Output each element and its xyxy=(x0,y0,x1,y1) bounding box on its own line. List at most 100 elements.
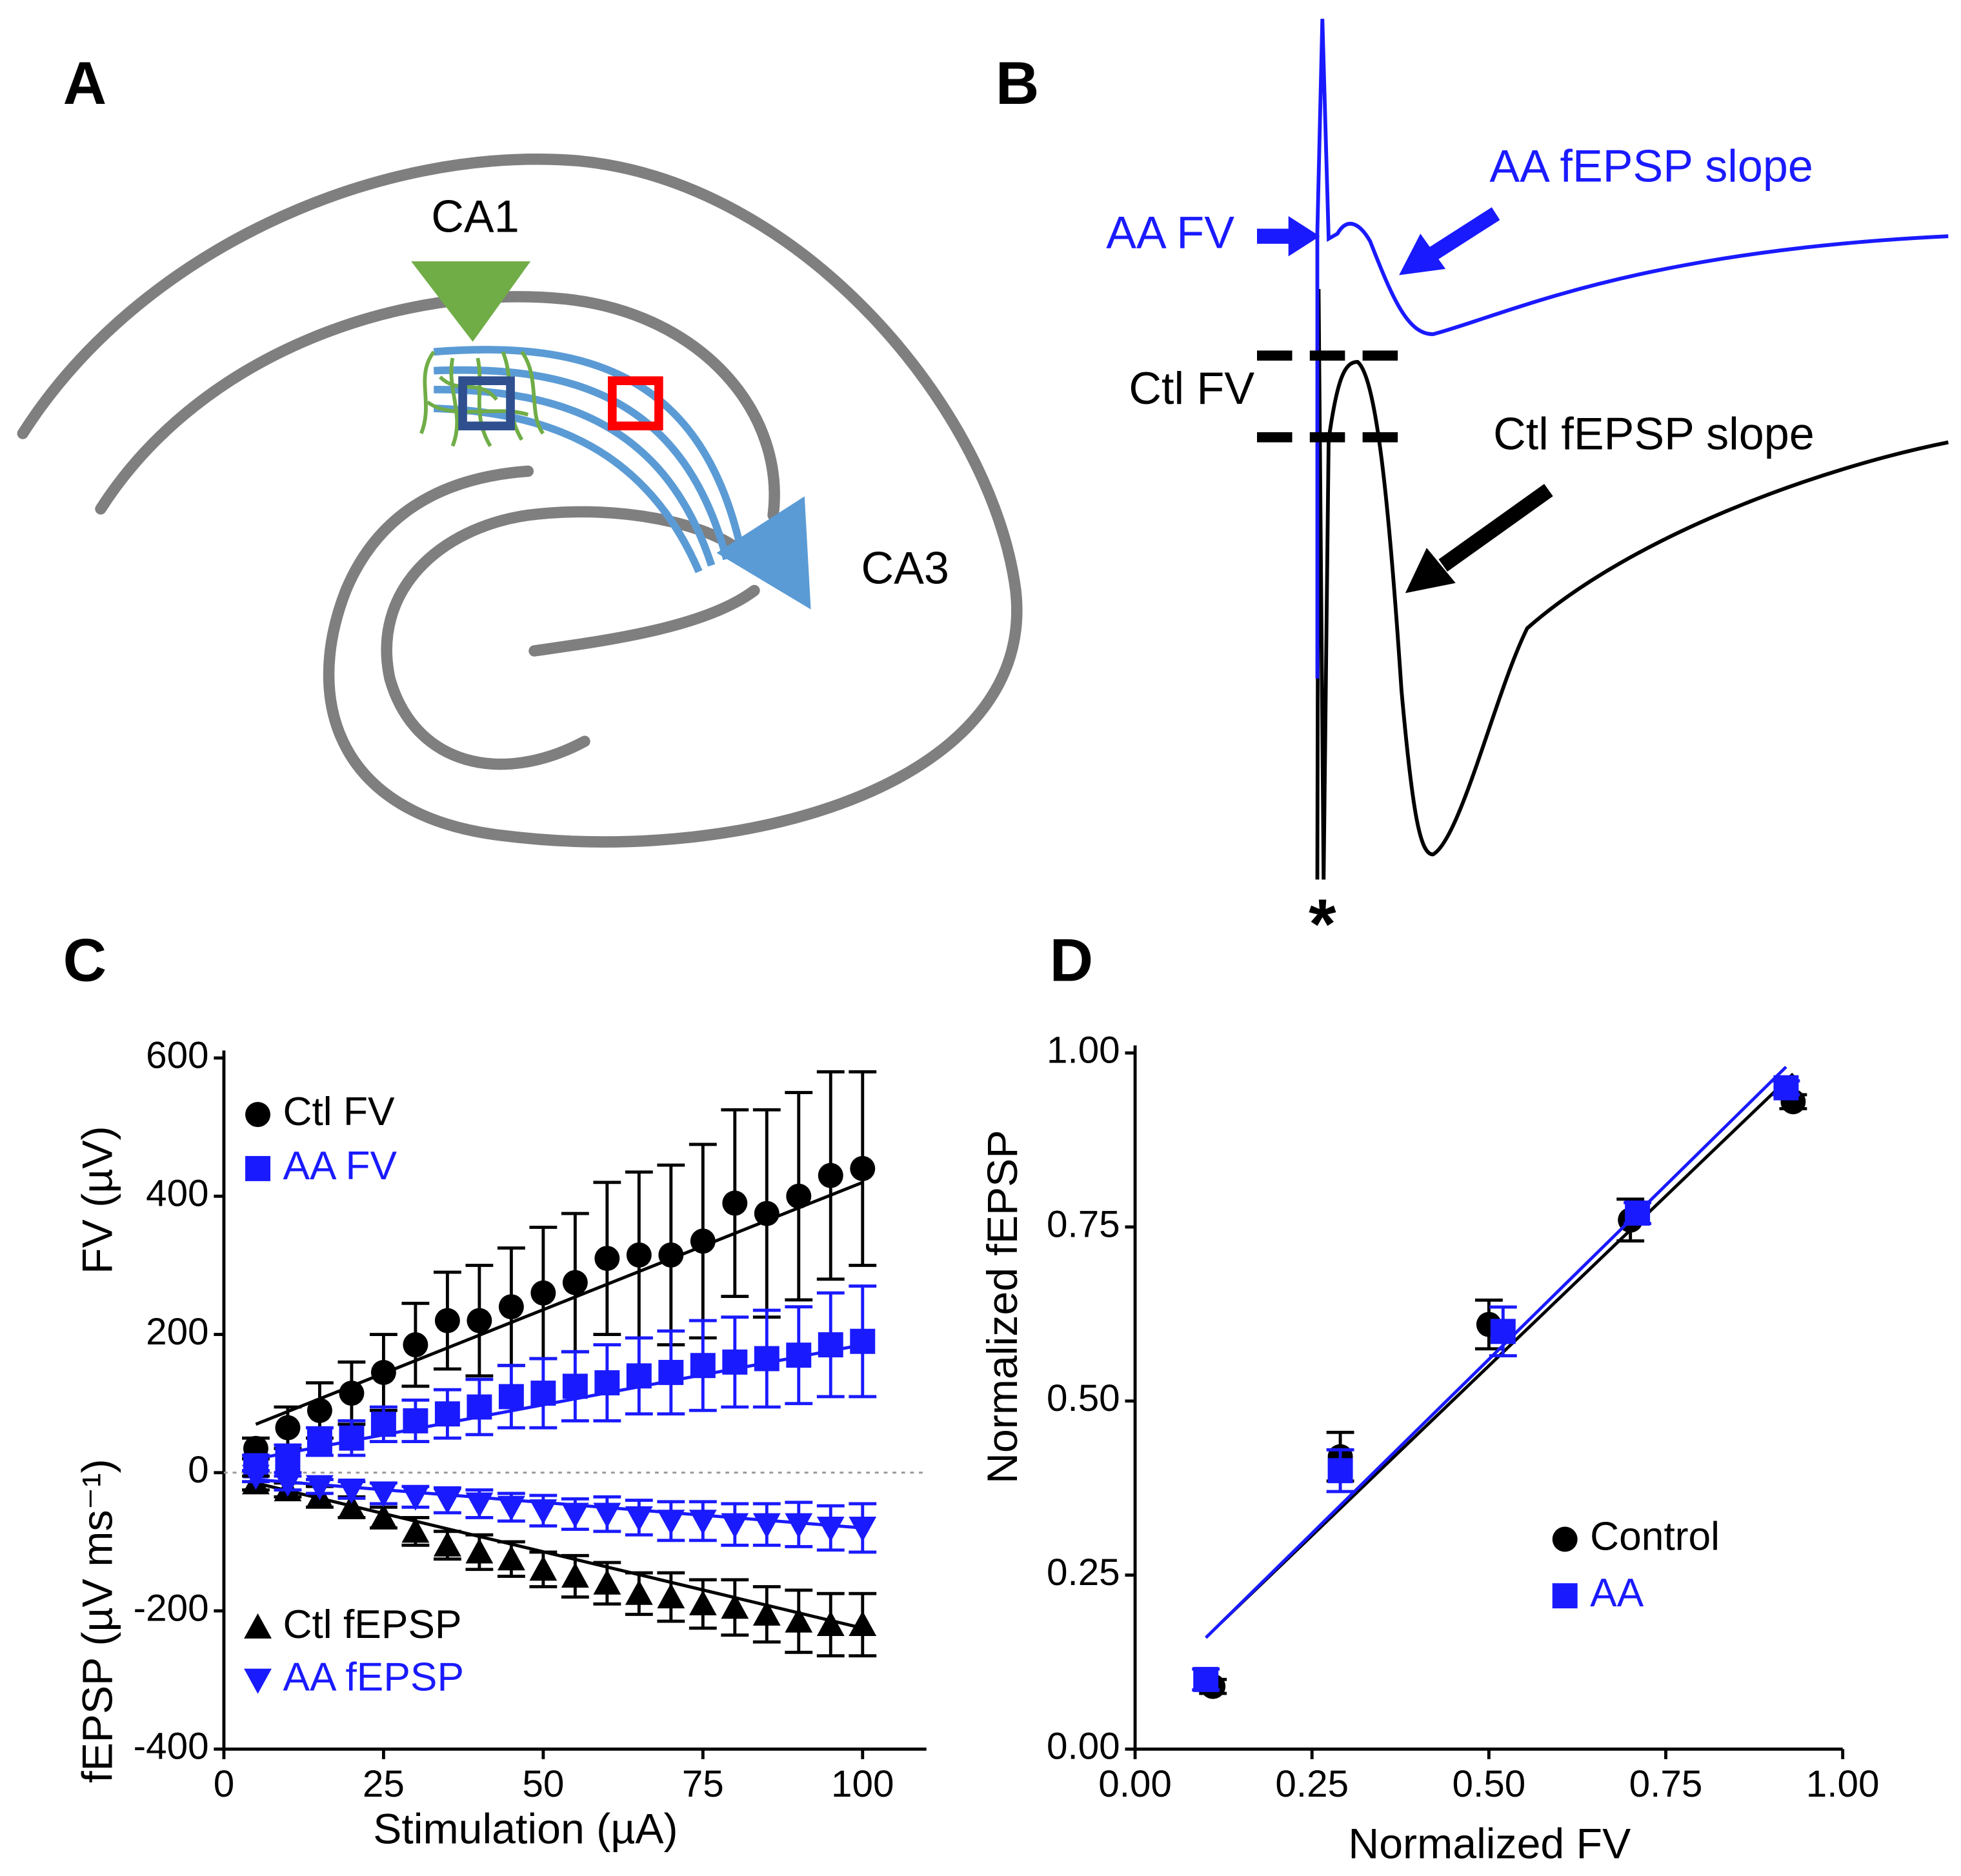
trace-label: Ctl fEPSP slope xyxy=(1493,408,1815,459)
marker xyxy=(434,1401,460,1427)
marker xyxy=(690,1228,716,1254)
marker xyxy=(562,1270,588,1295)
marker xyxy=(657,1510,685,1535)
marker xyxy=(401,1517,430,1543)
marker xyxy=(626,1363,652,1389)
legend-label: AA fEPSP xyxy=(283,1655,464,1700)
marker xyxy=(754,1201,779,1226)
marker xyxy=(1490,1319,1516,1344)
marker xyxy=(403,1408,428,1433)
x-tick-label: 0.75 xyxy=(1629,1763,1703,1805)
marker xyxy=(816,1516,845,1542)
marker xyxy=(594,1246,620,1272)
fit-line xyxy=(1205,1066,1787,1639)
marker xyxy=(339,1425,365,1451)
marker xyxy=(722,1349,748,1375)
marker xyxy=(467,1308,492,1333)
x-axis-label: Stimulation (µA) xyxy=(373,1805,678,1853)
marker xyxy=(721,1593,749,1619)
marker xyxy=(1327,1458,1353,1484)
marker xyxy=(369,1482,397,1508)
marker xyxy=(1773,1075,1799,1101)
y-tick-label: 1.00 xyxy=(1047,1030,1120,1072)
marker xyxy=(657,1583,685,1609)
y-axis-label: Normalized fEPSP xyxy=(979,1130,1027,1483)
y-tick-label: 0.25 xyxy=(1047,1552,1120,1593)
y-tick-label: -400 xyxy=(134,1726,209,1768)
trace-label: AA fEPSP slope xyxy=(1489,141,1813,191)
legend-marker xyxy=(244,1668,272,1694)
marker xyxy=(658,1242,684,1268)
marker xyxy=(721,1513,749,1539)
x-tick-label: 75 xyxy=(682,1763,724,1805)
marker xyxy=(658,1359,684,1385)
marker xyxy=(818,1332,843,1358)
marker xyxy=(274,1472,302,1497)
marker xyxy=(497,1545,525,1571)
marker xyxy=(849,1611,877,1636)
x-tick-label: 25 xyxy=(363,1763,405,1805)
legend-marker xyxy=(244,1613,272,1639)
legend-marker xyxy=(245,1102,271,1128)
y-tick-label: -200 xyxy=(134,1587,209,1629)
recording-traces xyxy=(1257,19,1949,880)
marker xyxy=(467,1394,492,1420)
marker xyxy=(850,1328,876,1354)
marker xyxy=(433,1489,461,1515)
y-tick-label: 0.75 xyxy=(1047,1203,1120,1245)
legend-marker xyxy=(245,1155,271,1181)
marker xyxy=(626,1242,652,1268)
marker xyxy=(754,1346,779,1372)
marker xyxy=(307,1397,332,1423)
marker xyxy=(752,1600,781,1626)
x-tick-label: 50 xyxy=(522,1763,564,1805)
y-tick-label: 0.50 xyxy=(1047,1377,1120,1419)
panel-label: C xyxy=(63,926,107,994)
marker xyxy=(275,1446,301,1472)
marker xyxy=(785,1607,813,1633)
marker xyxy=(786,1342,812,1368)
marker xyxy=(593,1502,621,1528)
marker xyxy=(530,1381,556,1406)
marker xyxy=(689,1510,717,1535)
stimulus-artifact-label: * xyxy=(1309,885,1336,964)
y-axis-label: fEPSP (µV ms⁻¹) xyxy=(74,1459,122,1782)
marker xyxy=(337,1479,366,1504)
y-axis-label: FV (µV) xyxy=(74,1126,122,1273)
x-tick-label: 0 xyxy=(214,1763,235,1805)
marker xyxy=(529,1555,558,1581)
legend-label: Ctl fEPSP xyxy=(283,1602,461,1647)
region-label: CA3 xyxy=(861,543,949,594)
marker xyxy=(850,1155,876,1181)
marker xyxy=(370,1412,396,1437)
marker xyxy=(497,1495,525,1521)
marker xyxy=(434,1308,460,1333)
marker xyxy=(242,1464,270,1490)
panel-label: B xyxy=(996,49,1040,117)
marker xyxy=(275,1415,301,1441)
marker xyxy=(530,1280,556,1306)
marker xyxy=(786,1183,812,1209)
marker xyxy=(498,1294,524,1320)
marker xyxy=(689,1590,717,1615)
legend-label: AA xyxy=(1590,1571,1644,1615)
legend-label: AA FV xyxy=(283,1144,397,1188)
marker xyxy=(562,1373,588,1399)
marker xyxy=(465,1538,494,1564)
panel-label: A xyxy=(63,49,107,117)
x-tick-label: 0.00 xyxy=(1098,1763,1172,1805)
trace-label: Ctl FV xyxy=(1129,363,1254,414)
fit-line xyxy=(1218,1072,1795,1625)
legend-label: Ctl FV xyxy=(283,1090,395,1134)
y-tick-label: 200 xyxy=(146,1311,208,1353)
hippocampus-diagram xyxy=(17,154,1023,848)
marker xyxy=(337,1493,366,1519)
y-tick-label: 400 xyxy=(146,1173,208,1215)
legend-marker xyxy=(1552,1526,1578,1552)
y-tick-label: 0 xyxy=(188,1449,209,1491)
legend-marker xyxy=(1552,1583,1578,1609)
marker xyxy=(305,1475,334,1501)
marker xyxy=(307,1429,332,1455)
legend-label: Control xyxy=(1590,1514,1720,1559)
